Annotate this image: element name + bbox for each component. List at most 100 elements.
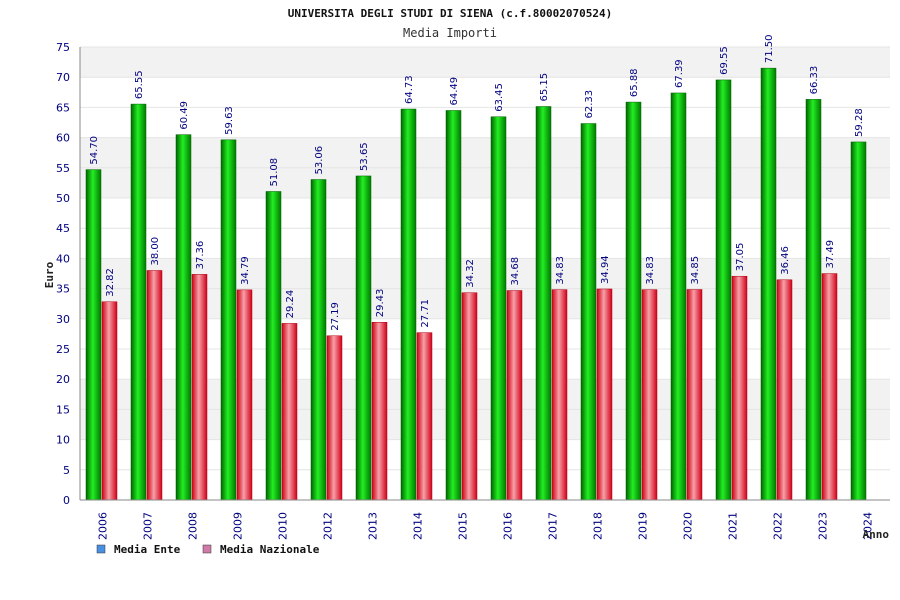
- bar-media-ente: [445, 110, 462, 501]
- legend-swatch-media-ente: [96, 544, 106, 554]
- value-label-media-nazionale: 34.83: [555, 256, 566, 285]
- x-tick-label: 2024: [862, 512, 875, 540]
- value-label-media-nazionale: 29.43: [375, 289, 386, 318]
- legend-swatch-media-nazionale: [202, 544, 212, 554]
- x-axis-label: Anno: [863, 528, 890, 541]
- grid-band: [80, 198, 890, 229]
- value-label-media-nazionale: 38.00: [150, 237, 161, 266]
- bars: [85, 67, 867, 501]
- value-label-media-nazionale: 34.32: [465, 259, 476, 288]
- x-tick-label: 2007: [142, 512, 155, 540]
- value-label-media-nazionale: 34.68: [510, 257, 521, 286]
- bar-media-nazionale: [416, 332, 433, 501]
- bar-media-ente: [715, 79, 732, 501]
- legend-label-media-nazionale: Media Nazionale: [220, 543, 320, 556]
- value-label-media-ente: 69.55: [719, 46, 730, 75]
- bar-media-ente: [220, 139, 237, 501]
- bar-media-ente: [265, 191, 282, 501]
- grid-band: [80, 47, 890, 78]
- value-label-media-nazionale: 34.94: [600, 255, 611, 284]
- x-tick-label: 2013: [367, 512, 380, 540]
- bar-media-ente: [580, 123, 597, 501]
- bar-media-nazionale: [281, 323, 298, 501]
- value-label-media-ente: 66.33: [809, 66, 820, 95]
- value-label-media-nazionale: 37.05: [735, 243, 746, 272]
- bar-media-nazionale: [101, 301, 118, 501]
- x-tick-label: 2012: [322, 512, 335, 540]
- value-label-media-ente: 53.65: [359, 142, 370, 171]
- bar-media-ente: [625, 101, 642, 501]
- value-label-media-ente: 59.28: [854, 108, 865, 137]
- value-label-media-nazionale: 34.79: [240, 256, 251, 285]
- grid-band: [80, 318, 890, 349]
- x-tick-label: 2017: [547, 512, 560, 540]
- value-label-media-ente: 67.39: [674, 59, 685, 88]
- bar-media-nazionale: [146, 270, 163, 501]
- y-tick-label: 40: [56, 252, 70, 265]
- value-label-media-nazionale: 32.82: [105, 268, 116, 297]
- chart-title: UNIVERSITA DEGLI STUDI DI SIENA (c.f.800…: [288, 7, 613, 20]
- value-label-media-nazionale: 27.71: [420, 299, 431, 328]
- y-tick-label: 70: [56, 71, 70, 84]
- y-tick-label: 15: [56, 403, 70, 416]
- bar-media-ente: [310, 179, 327, 501]
- grid-band: [80, 379, 890, 410]
- value-label-media-ente: 65.15: [539, 73, 550, 102]
- x-tick-label: 2018: [592, 512, 605, 540]
- x-tick-label: 2015: [457, 512, 470, 540]
- value-label-media-nazionale: 34.83: [645, 256, 656, 285]
- value-label-media-ente: 60.49: [179, 101, 190, 130]
- y-tick-label: 60: [56, 132, 70, 145]
- value-label-media-nazionale: 36.46: [780, 246, 791, 275]
- bar-media-ente: [130, 103, 147, 501]
- x-tick-label: 2023: [817, 512, 830, 540]
- x-axis-ticks: 2006 2007 2008 2009 2010 2012 2013 2014 2015 2016…: [97, 512, 875, 540]
- legend: Media Ente Media Nazionale: [96, 543, 320, 556]
- value-label-media-ente: 54.70: [89, 136, 100, 165]
- x-tick-label: 2014: [412, 512, 425, 540]
- bar-media-nazionale: [776, 279, 793, 501]
- bar-media-nazionale: [686, 289, 703, 501]
- grid-band: [80, 107, 890, 138]
- x-tick-label: 2021: [727, 512, 740, 540]
- bar-media-nazionale: [461, 292, 478, 501]
- value-label-media-ente: 59.63: [224, 106, 235, 135]
- y-tick-label: 55: [56, 162, 70, 175]
- y-tick-label: 30: [56, 313, 70, 326]
- grid-band: [80, 288, 890, 319]
- grid-band: [80, 349, 890, 380]
- grid-bands: [80, 46, 890, 501]
- bar-media-nazionale: [596, 288, 613, 501]
- value-label-media-ente: 64.73: [404, 75, 415, 104]
- value-label-media-ente: 63.45: [494, 83, 505, 112]
- grid-band: [80, 77, 890, 108]
- value-label-media-ente: 64.49: [449, 77, 460, 106]
- y-tick-label: 20: [56, 373, 70, 386]
- bar-media-ente: [805, 99, 822, 501]
- bar-media-ente: [670, 92, 687, 501]
- bar-media-nazionale: [551, 289, 568, 501]
- bar-media-nazionale: [641, 289, 658, 501]
- bar-media-ente: [175, 134, 192, 501]
- bar-media-nazionale: [821, 273, 838, 501]
- y-axis-label: Euro: [43, 261, 56, 288]
- grid-band: [80, 409, 890, 440]
- chart-subtitle: Media Importi: [403, 26, 497, 40]
- x-tick-label: 2010: [277, 512, 290, 540]
- bar-media-nazionale: [191, 274, 208, 501]
- bar-media-ente: [355, 175, 372, 501]
- x-tick-label: 2019: [637, 512, 650, 540]
- value-label-media-ente: 53.06: [314, 146, 325, 175]
- value-label-media-ente: 62.33: [584, 90, 595, 119]
- bar-media-nazionale: [371, 321, 388, 501]
- bar-media-nazionale: [731, 275, 748, 501]
- value-label-media-nazionale: 27.19: [330, 302, 341, 331]
- y-tick-label: 50: [56, 192, 70, 205]
- y-axis-ticks: 0 5 10 15 20 25 30 35 40 45 50 55 60 65 70 75: [56, 41, 70, 507]
- x-tick-label: 2009: [232, 512, 245, 540]
- x-tick-label: 2006: [97, 512, 110, 540]
- value-label-media-ente: 71.50: [764, 34, 775, 63]
- value-label-media-ente: 51.08: [269, 158, 280, 187]
- bar-media-nazionale: [236, 289, 253, 501]
